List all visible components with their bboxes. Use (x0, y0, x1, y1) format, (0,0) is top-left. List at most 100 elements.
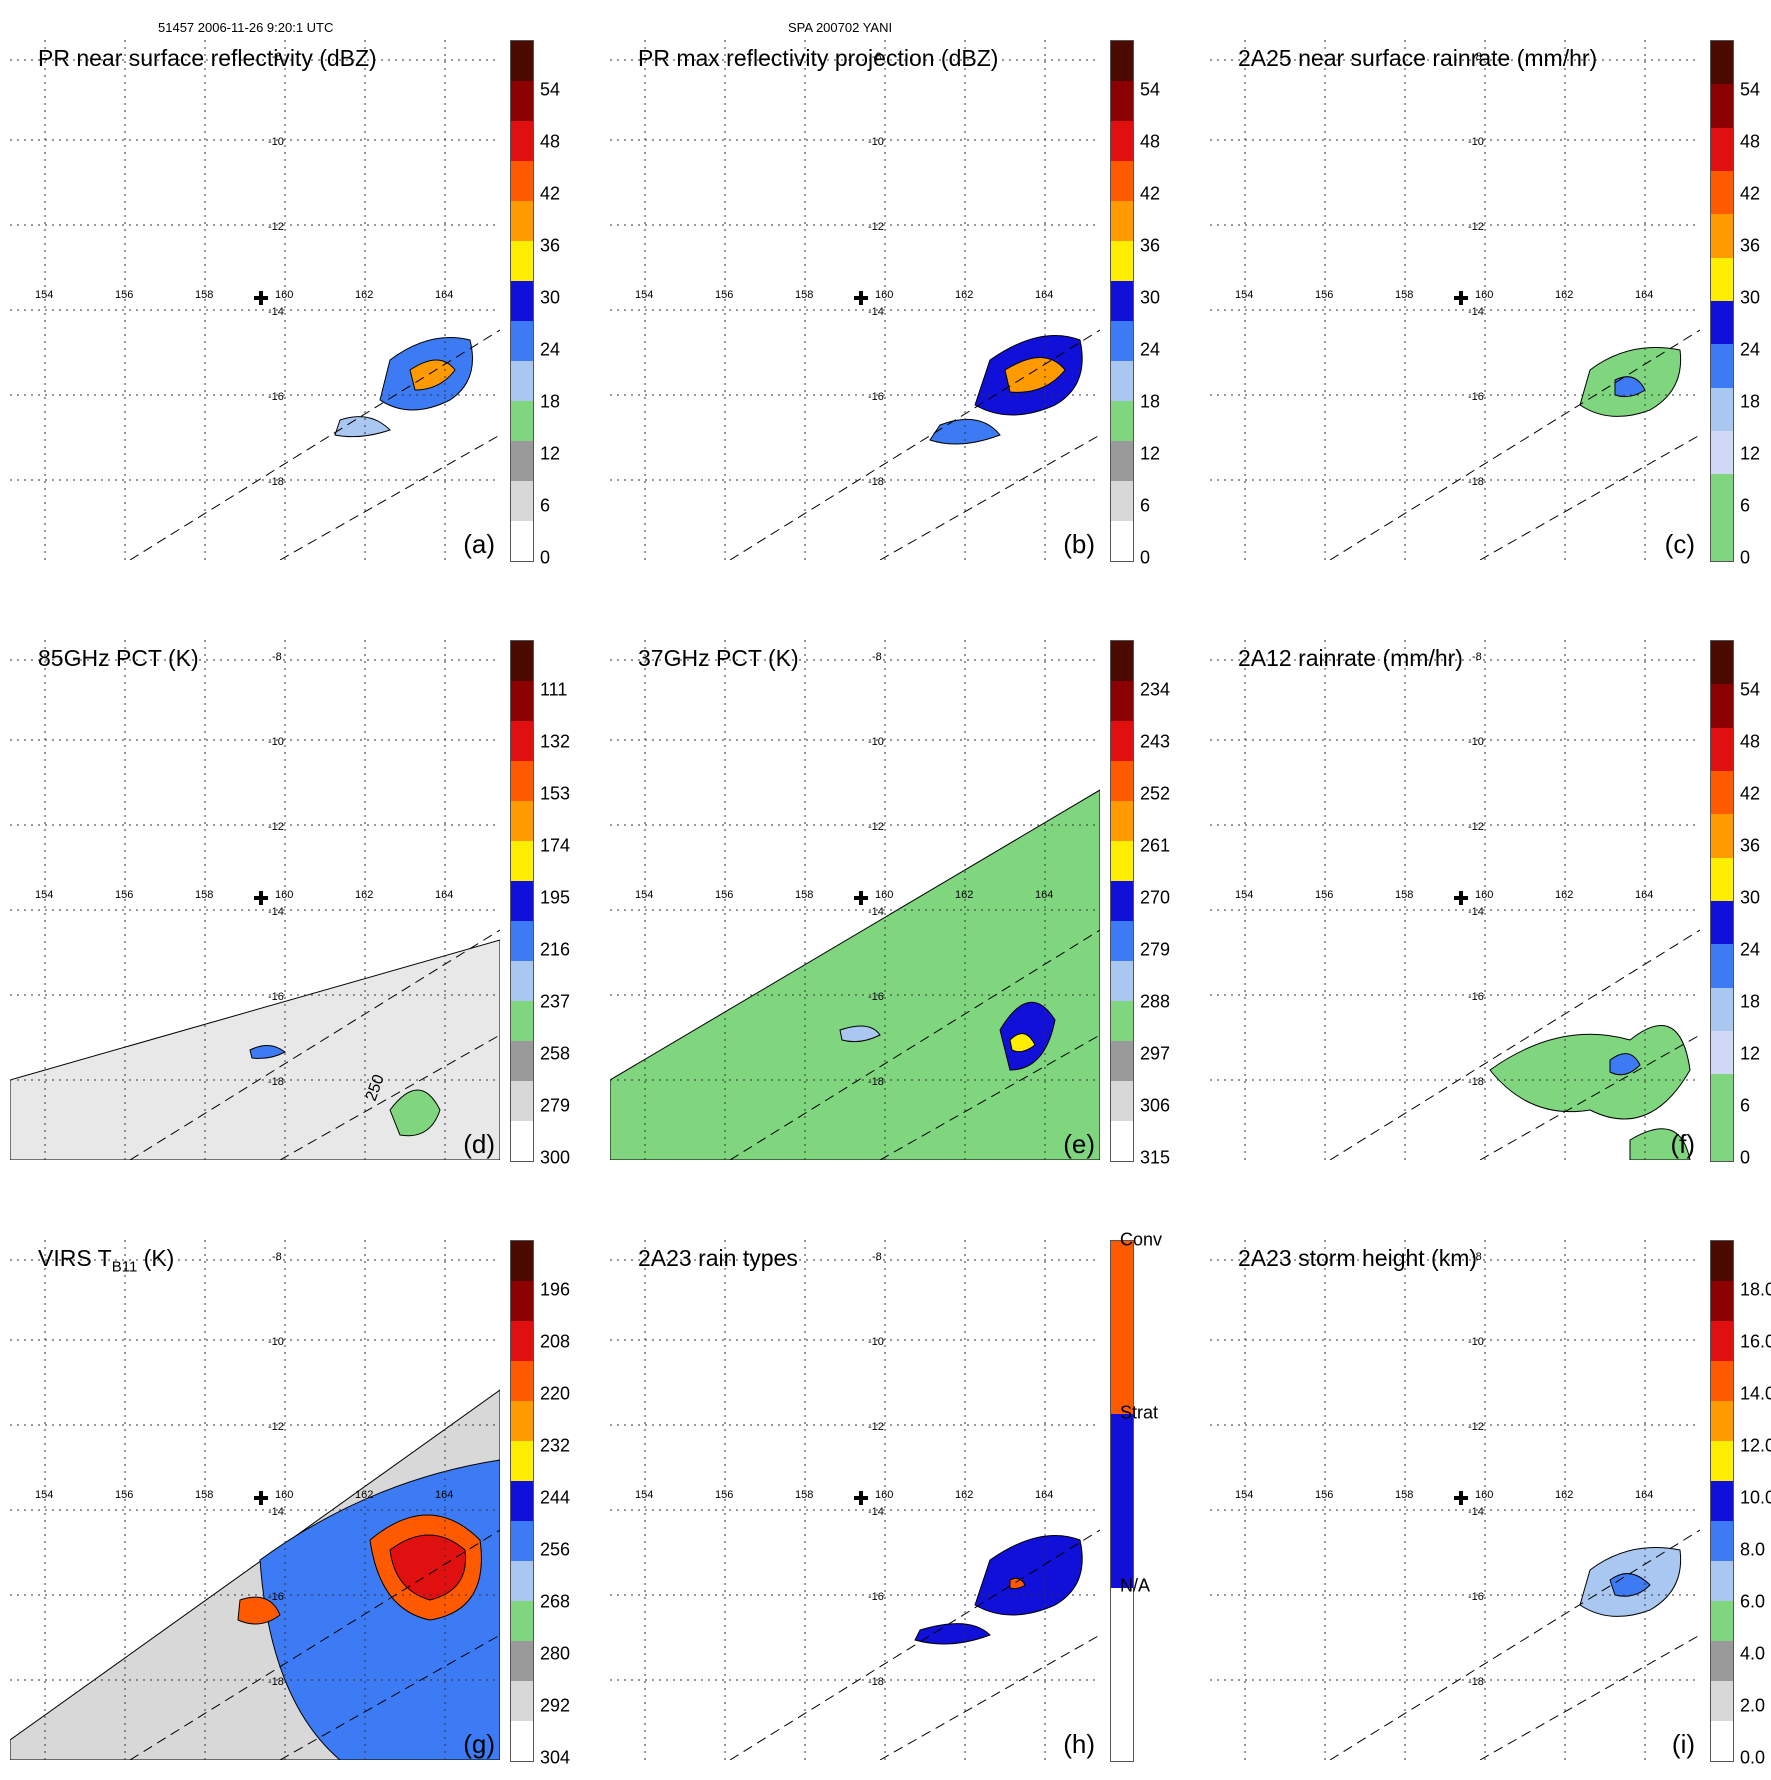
panel-i: 2A23 storm height (km) 154 156 158 160 162 164… (1210, 1240, 1771, 1780)
latitude-label: -10 (1468, 136, 1484, 148)
longitude-label: 162 (1555, 1489, 1573, 1501)
longitude-label: 164 (1035, 889, 1053, 901)
colorbar-tick-label: 4.0 (1740, 1643, 1766, 1664)
colorbar-segment (1111, 1414, 1133, 1588)
colorbar-segment (511, 241, 533, 281)
colorbar-segment (511, 361, 533, 401)
longitude-label: 160 (275, 889, 293, 901)
precip-region (1009, 1033, 1036, 1053)
colorbar-tick-label: 30 (1740, 887, 1761, 908)
latitude-label: -10 (868, 736, 884, 748)
colorbar-segment (1111, 1041, 1133, 1081)
latitude-label: -18 (268, 1676, 284, 1688)
colorbar-ticks: 0 6 12 18 24 30 36 42 48 54 (1140, 40, 1200, 568)
longitude-label: 164 (1635, 889, 1653, 901)
latitude-label: -14 (1468, 1506, 1484, 1518)
swath-edge-line (1479, 1634, 1700, 1760)
colorbar-segment (1711, 517, 1733, 561)
swath-edge-line (729, 929, 1100, 1160)
panel-letter: (a) (463, 529, 495, 559)
longitude-label: 160 (1475, 889, 1493, 901)
colorbar-tick-label: 12 (1740, 1043, 1761, 1064)
colorbar-tick-label: 54 (1740, 79, 1761, 100)
latitude-label: -12 (1468, 821, 1484, 833)
panel-title: 2A25 near surface rainrate (mm/hr) (1238, 45, 1597, 72)
colorbar-tick-label: 0 (1140, 547, 1151, 568)
map-plot: 154 156 158 160 162 164 -8 -10 -12 -14 -16 -18 (1210, 1240, 1700, 1760)
latitude-label: -18 (1468, 476, 1484, 488)
map-svg: 154 156 158 160 162 164 -8 -10 -12 -14 -16 -18 (1210, 640, 1700, 1160)
colorbar-ticks: 300 279 258 237 216 195 174 153 132 111 (540, 640, 600, 1168)
latitude-label: -16 (868, 391, 884, 403)
colorbar-segment (511, 1321, 533, 1361)
latitude-label: -14 (1468, 306, 1484, 318)
panel-e: 37GHz PCT (K) 154 156 158 160 162 164 -8 -10 -12 -… (610, 640, 1185, 1180)
colorbar-segment (511, 841, 533, 881)
colorbar-segment (1111, 161, 1133, 201)
colorbar-tick-label: 36 (540, 235, 561, 256)
latitude-label: -8 (872, 651, 882, 663)
longitude-label: 162 (355, 889, 373, 901)
colorbar-ticks: 0.0 2.0 4.0 6.0 8.0 10.0 12.0 14.0 16.0 18.0 (1740, 1240, 1771, 1768)
colorbar (1110, 40, 1134, 562)
panel-f: 2A12 rainrate (mm/hr) 154 156 158 160 162 164 -… (1210, 640, 1771, 1180)
colorbar-tick-label: 132 (540, 731, 571, 752)
longitude-label: 158 (795, 1489, 813, 1501)
latitude-label: -10 (1468, 736, 1484, 748)
panel-letter: (e) (1063, 1129, 1095, 1159)
latitude-label: -10 (268, 736, 284, 748)
colorbar-segment (1711, 857, 1733, 901)
map-plot: 154 156 158 160 162 164 -8 -10 -12 -14 -16 -18 (10, 40, 500, 560)
colorbar-segment (1111, 1001, 1133, 1041)
colorbar-segment (1111, 641, 1133, 681)
colorbar-segment (1711, 727, 1733, 771)
longitude-label: 162 (355, 289, 373, 301)
colorbar-segment (511, 441, 533, 481)
colorbar-segment (1111, 201, 1133, 241)
panel-title: 85GHz PCT (K) (38, 645, 199, 672)
panel-title-text: 37GHz PCT (K) (638, 645, 799, 671)
latitude-label: -16 (1468, 391, 1484, 403)
colorbar-tick-label: 54 (540, 79, 561, 100)
colorbar-segment (511, 281, 533, 321)
swath-edge-line (1479, 1034, 1700, 1160)
latitude-label: -8 (1472, 51, 1482, 63)
colorbar-segment (511, 1081, 533, 1121)
precip-region (929, 418, 1001, 445)
map-svg: 154 156 158 160 162 164 -8 -10 -12 -14 -16 -18 (610, 40, 1100, 560)
colorbar-segment (1711, 1321, 1733, 1361)
colorbar-segment (1711, 170, 1733, 215)
colorbar-tick-label: 232 (540, 1435, 571, 1456)
colorbar-segment (511, 1121, 533, 1161)
colorbar-tick-label: 8.0 (1740, 1539, 1766, 1560)
colorbar-segment (1711, 641, 1733, 685)
panel-title: PR near surface reflectivity (dBZ) (38, 45, 377, 72)
colorbar-tick-label: 36 (1740, 235, 1761, 256)
colorbar-ticks: 0 6 12 18 24 30 36 42 48 54 (540, 40, 600, 568)
longitude-label: 158 (195, 289, 213, 301)
colorbar-segment (1111, 321, 1133, 361)
longitude-label: 154 (1235, 289, 1253, 301)
colorbar-tick-label: 196 (540, 1279, 571, 1300)
colorbar-tick-label: 30 (540, 287, 561, 308)
plus-icon (254, 291, 268, 305)
panel-letter: (i) (1671, 1729, 1695, 1759)
colorbar-tick-label: 252 (1140, 783, 1171, 804)
colorbar-tick-label: 12.0 (1740, 1435, 1771, 1456)
colorbar-segment (1111, 681, 1133, 721)
colorbar-tick-label: 220 (540, 1383, 571, 1404)
longitude-label: 160 (875, 889, 893, 901)
colorbar-segment (511, 1281, 533, 1321)
colorbar-tick-label: 6 (1740, 1095, 1751, 1116)
longitude-label: 158 (795, 889, 813, 901)
colorbar-tick-label: 306 (1140, 1095, 1171, 1116)
colorbar-segment (511, 641, 533, 681)
longitude-label: 164 (1635, 1489, 1653, 1501)
longitude-label: 156 (715, 1489, 733, 1501)
map-plot: 154 156 158 160 162 164 -8 -10 -12 -14 -16 -18 (610, 640, 1100, 1160)
colorbar-segment (511, 961, 533, 1001)
storm-name: SPA 200702 YANI (788, 20, 893, 35)
colorbar-tick-label: 18 (540, 391, 561, 412)
colorbar-tick-label: Strat (1120, 1402, 1159, 1423)
colorbar-tick-label: 243 (1140, 731, 1171, 752)
